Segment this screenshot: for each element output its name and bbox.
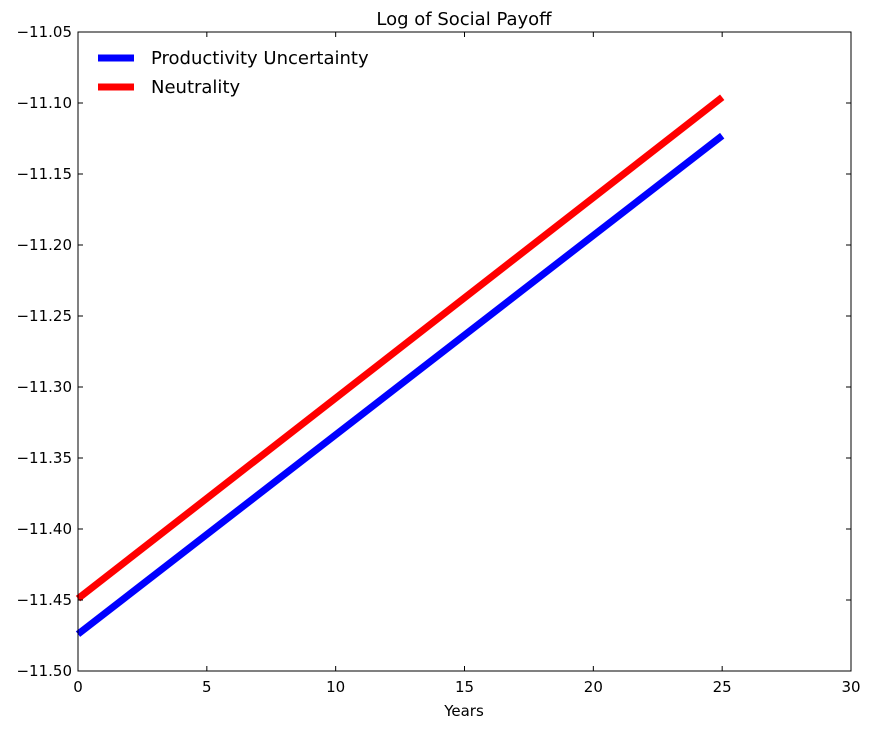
legend: Productivity Uncertainty Neutrality xyxy=(98,48,369,98)
legend-label: Productivity Uncertainty xyxy=(151,48,369,69)
y-tick-label: −11.30 xyxy=(16,378,72,396)
x-axis-label: Years xyxy=(443,702,484,720)
series-line-2 xyxy=(75,94,725,602)
x-tick-label: 0 xyxy=(73,678,83,696)
y-tick-label: −11.45 xyxy=(16,591,72,609)
x-tick-label: 20 xyxy=(584,678,603,696)
y-tick-label: −11.20 xyxy=(16,236,72,254)
x-tick-label: 15 xyxy=(455,678,474,696)
y-tick-label: −11.15 xyxy=(16,165,72,183)
x-tick-label: 5 xyxy=(202,678,212,696)
x-tick-label: 10 xyxy=(326,678,345,696)
y-tick-label: −11.25 xyxy=(16,307,72,325)
series-line-1 xyxy=(75,132,725,637)
y-tick-label: −11.10 xyxy=(16,94,72,112)
y-tick-label: −11.40 xyxy=(16,520,72,538)
y-tick-label: −11.50 xyxy=(16,662,72,680)
x-tick-label: 25 xyxy=(713,678,732,696)
chart-title: Log of Social Payoff xyxy=(376,9,552,30)
plot-frame xyxy=(77,31,852,672)
legend-label: Neutrality xyxy=(151,77,240,98)
plot-area: 0 5 10 15 20 25 30 −11.50 −11.45 −11.40 −11.35 −11.… xyxy=(16,23,860,696)
y-tick-label: −11.35 xyxy=(16,449,72,467)
x-tick-label: 30 xyxy=(841,678,860,696)
y-tick-label: −11.05 xyxy=(16,23,72,41)
